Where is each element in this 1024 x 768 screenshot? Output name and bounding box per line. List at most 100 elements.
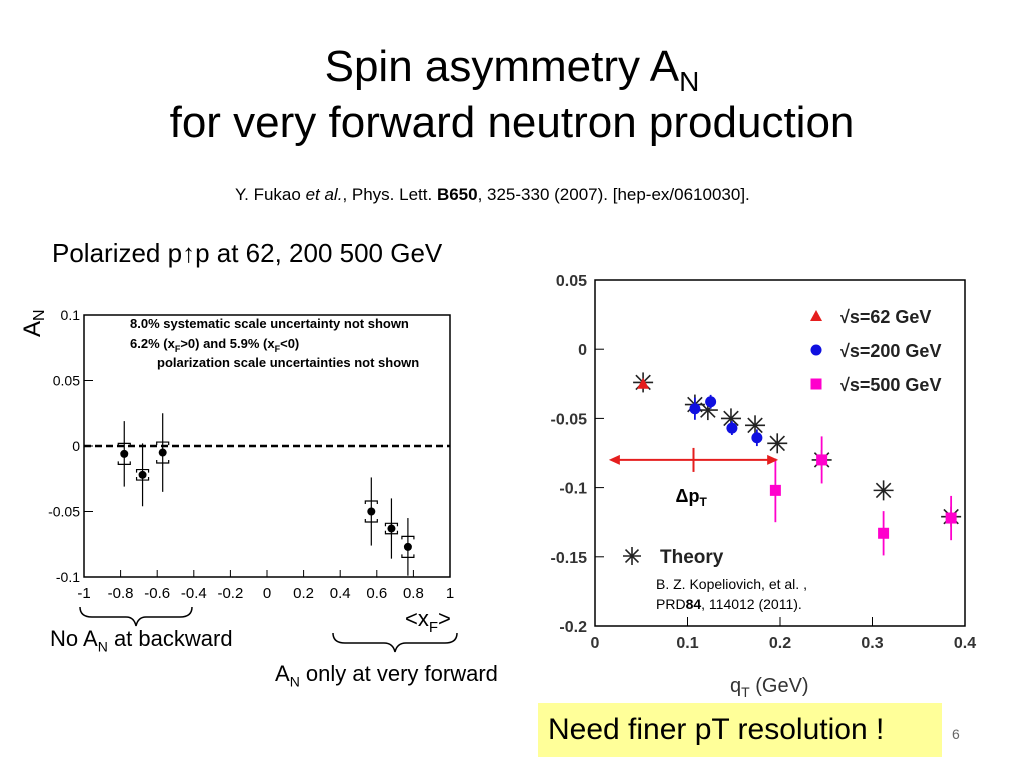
forward-brace <box>332 632 458 653</box>
right-y-tick-label: 0.05 <box>556 273 587 290</box>
right-legend: √s=62 GeV √s=200 GeV √s=500 GeV <box>810 307 941 395</box>
annotation-line3: polarization scale uncertainties not sho… <box>157 355 419 370</box>
right-data-point <box>769 484 781 496</box>
right-data-point <box>705 396 717 408</box>
note-forward-a: A <box>275 661 290 686</box>
annotation-line2: 6.2% (xF>0) and 5.9% (xF<0) <box>130 336 299 354</box>
left-y-ticks: 0.1 0.05 0 -0.05 -0.1 <box>48 307 93 585</box>
left-data-point <box>120 449 129 458</box>
right-data-point <box>726 422 738 434</box>
citation-volume: B650 <box>436 185 478 204</box>
citation-etal: et al. <box>305 185 343 204</box>
legend-marker <box>810 378 822 390</box>
left-x-tick-label: 0.6 <box>366 585 387 602</box>
note-backward-a: No A <box>50 626 98 651</box>
title-subscript: N <box>679 65 700 97</box>
right-x-tick-label: 0.1 <box>676 635 698 652</box>
right-data-point <box>637 377 650 389</box>
left-annotation: 8.0% systematic scale uncertainty not sh… <box>130 316 419 370</box>
citation-pages: , 325-330 (2007). [hep-ex/0610030]. <box>477 185 750 204</box>
left-x-tick-label: -0.8 <box>108 585 134 602</box>
left-y-tick-label: 0.05 <box>53 373 80 389</box>
left-x-tick-label: 0.2 <box>293 585 314 602</box>
right-data-point <box>751 432 763 444</box>
reference-journal: PRD <box>656 596 686 612</box>
theory-point <box>873 480 894 501</box>
theory-star-stroke <box>723 410 739 427</box>
left-x-tick-label: 0.8 <box>403 585 424 602</box>
left-x-tick-label: -0.4 <box>181 585 207 602</box>
delta-pt-arrow: ΔpT <box>608 447 779 509</box>
left-y-tick-label: -0.1 <box>56 569 80 585</box>
note-forward-b: only at very forward <box>299 661 498 686</box>
citation: Y. Fukao et al., Phys. Lett. B650, 325-3… <box>235 185 750 205</box>
left-x-tick-label: -0.2 <box>217 585 243 602</box>
backward-brace <box>79 606 193 627</box>
right-x-tick-label: 0.3 <box>861 635 883 652</box>
arrow-head-right <box>767 454 779 465</box>
theory-star-stroke <box>769 435 785 452</box>
reference-line1: B. Z. Kopeliovich, et al. , <box>656 576 807 592</box>
theory-legend-label: Theory <box>660 547 724 568</box>
note-backward: No AN at backward <box>50 626 233 654</box>
right-theory-legend: Theory <box>623 547 724 568</box>
left-systematic-bracket <box>384 522 399 535</box>
citation-journal: , Phys. Lett. <box>342 185 437 204</box>
left-x-tick-label: -0.6 <box>144 585 170 602</box>
subtitle: Polarized p↑p at 62, 200 500 GeV <box>52 238 442 269</box>
note-backward-sub: N <box>97 638 108 655</box>
legend-marker <box>810 344 822 356</box>
left-data-point <box>138 470 147 479</box>
right-y-tick-label: 0 <box>578 342 587 359</box>
delta-pt-label: ΔpT <box>676 486 708 509</box>
left-x-axis-label: <xF> <box>405 606 451 636</box>
right-x-tick-label: 0.4 <box>954 635 976 652</box>
right-y-tick-label: -0.1 <box>559 481 587 498</box>
theory-reference: B. Z. Kopeliovich, et al. , PRD84, 114012… <box>656 574 807 614</box>
theory-point <box>767 433 788 454</box>
right-y-tick-label: -0.05 <box>551 411 588 428</box>
left-data-points <box>117 413 415 576</box>
right-y-ticks: 0.05 0 -0.05 -0.1 -0.15 -0.2 <box>551 273 604 636</box>
left-data-point <box>367 507 376 516</box>
left-y-tick-label: 0 <box>72 438 80 454</box>
theory-legend-marker <box>623 547 641 565</box>
left-x-tick-label: 1 <box>446 585 454 602</box>
callout-box: Need finer pT resolution ! <box>538 703 942 757</box>
theory-star-stroke <box>624 548 640 564</box>
right-x-tick-label: 0.2 <box>769 635 791 652</box>
left-x-ticks: -1 -0.8 -0.6 -0.4 -0.2 0 0.2 0.4 0.6 0.8 1 <box>77 570 454 602</box>
slide-title-line2: for very forward neutron production <box>169 98 855 147</box>
legend-entry: √s=200 GeV <box>840 341 941 361</box>
right-data-point <box>816 454 828 466</box>
theory-star-stroke <box>747 417 763 434</box>
arrow-head-left <box>608 454 620 465</box>
left-y-tick-label: -0.05 <box>48 504 80 520</box>
reference-line2: PRD84, 114012 (2011). <box>656 594 807 614</box>
slide-title-line1: Spin asymmetry AN <box>0 40 1024 109</box>
annotation-line1: 8.0% systematic scale uncertainty not sh… <box>130 316 409 331</box>
left-x-tick-label: 0.4 <box>330 585 351 602</box>
citation-authors: Y. Fukao <box>235 185 306 204</box>
legend-marker <box>810 310 822 321</box>
title-text: Spin asymmetry A <box>324 42 680 91</box>
right-data-points <box>637 377 957 556</box>
reference-volume: 84 <box>685 596 702 612</box>
left-y-tick-label: 0.1 <box>61 307 81 323</box>
right-data-point <box>689 403 701 415</box>
right-y-tick-label: -0.15 <box>551 550 588 567</box>
legend-entry: √s=500 GeV <box>840 375 941 395</box>
right-x-tick-label: 0 <box>591 635 600 652</box>
left-data-point <box>403 542 412 551</box>
left-systematic-bracket <box>117 442 131 465</box>
left-systematic-bracket <box>156 441 170 464</box>
left-data-point <box>158 448 167 457</box>
note-forward-sub: N <box>289 673 300 690</box>
subtitle-part-a: Polarized p <box>52 238 183 268</box>
right-x-axis-label: qT (GeV) <box>730 675 809 700</box>
left-systematic-bracket <box>401 535 415 558</box>
page-number: 6 <box>952 726 960 742</box>
subtitle-part-b: p at 62, 200 500 GeV <box>195 238 443 268</box>
theory-point <box>745 415 766 436</box>
